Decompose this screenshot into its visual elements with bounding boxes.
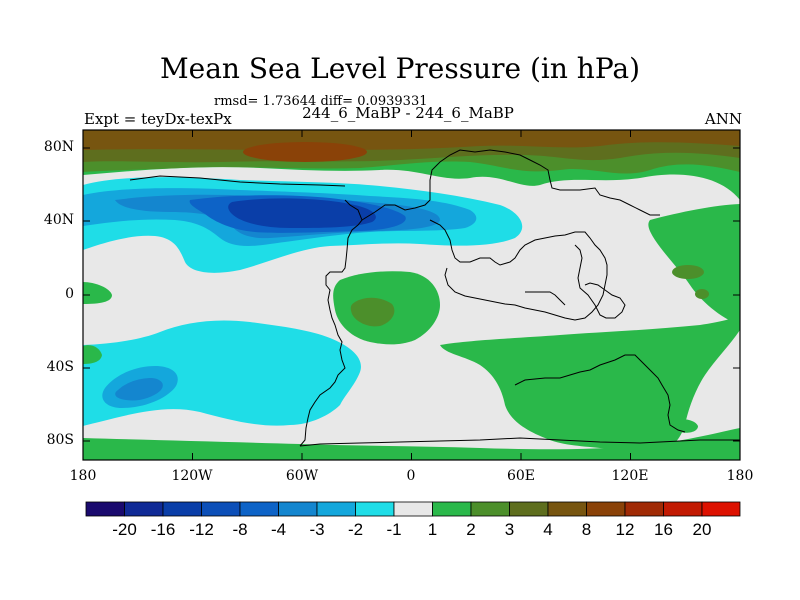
africa-pos-mid [350, 297, 395, 327]
colorbar-label: -2 [347, 520, 364, 539]
colorbar-label: 20 [692, 520, 712, 539]
y-tick-label: 80S [46, 432, 74, 448]
e-pos-mid-2 [695, 289, 709, 299]
outline-southeast [514, 354, 686, 433]
colorbar-swatch-0 [85, 501, 125, 517]
colorbar-swatch-2 [162, 501, 202, 517]
se-pos-light [517, 368, 581, 398]
colorbar-label: -16 [150, 520, 176, 539]
colorbar-swatch-4 [239, 501, 279, 517]
colorbar-label: -8 [232, 520, 248, 539]
east-pos-light [440, 316, 740, 454]
colorbar-swatch-13 [586, 501, 626, 517]
colorbar-swatch-3 [201, 501, 241, 517]
outline-western-continent [299, 199, 363, 447]
outline-east-coast [525, 291, 566, 306]
x-tick-label: 60W [285, 468, 319, 484]
y-tick-label: 40S [46, 359, 74, 375]
colorbar-label: -4 [270, 520, 287, 539]
outline-south-coast [299, 437, 740, 447]
colorbar-label: 3 [504, 520, 515, 539]
x-tick-label: 120E [611, 468, 649, 484]
colorbar-swatch-15 [663, 501, 703, 517]
case-label: 244_6_MaBP - 244_6_MaBP [302, 104, 514, 122]
colorbar-label: -12 [189, 520, 214, 539]
colorbar-swatch-5 [278, 501, 318, 517]
colorbar-swatch-1 [124, 501, 164, 517]
colorbar-swatch-10 [470, 501, 510, 517]
continent-outlines [129, 149, 740, 447]
outline-central-continent [429, 219, 608, 321]
south-pos-light [83, 428, 740, 460]
colorbar-swatch-6 [316, 501, 356, 517]
colorbar-label: 8 [581, 520, 592, 539]
colorbar-swatch-8 [393, 501, 433, 517]
colorbar-label: -20 [112, 520, 137, 539]
x-tick-label: 60E [506, 468, 536, 484]
y-tick-label: 0 [65, 286, 74, 302]
y-tick-label: 80N [43, 139, 74, 155]
tick-marks [83, 130, 740, 460]
colorbar-label: 2 [466, 520, 476, 539]
se-pos-tip [673, 419, 698, 433]
x-tick-label: 180 [69, 468, 97, 484]
arctic-pos-darker-cell [243, 142, 367, 162]
colorbar-label: 16 [654, 520, 673, 539]
colorbar-label: -1 [386, 520, 402, 539]
y-tick-label: 40N [43, 212, 74, 228]
stats-label: rmsd= 1.73644 diff= 0.0939331 [214, 94, 428, 109]
colorbar-swatch-12 [547, 501, 587, 517]
colorbar-label: 4 [543, 520, 553, 539]
colorbar [85, 501, 741, 517]
x-tick-label: 0 [406, 468, 416, 484]
outline-northwest [129, 175, 346, 187]
map-title: Mean Sea Level Pressure (in hPa) [159, 52, 641, 85]
colorbar-label: 12 [615, 520, 635, 539]
n-atlantic-neg-darker [228, 198, 376, 228]
outline-northern-continent [361, 149, 660, 221]
colorbar-swatch-14 [624, 501, 664, 517]
contour-field [83, 130, 740, 460]
colorbar-label: -3 [309, 520, 325, 539]
e-pos-mid-1 [672, 265, 704, 279]
s-pacific-neg-strong [115, 378, 163, 401]
experiment-label: Expt = teyDx-texPx [84, 110, 232, 128]
colorbar-swatch-9 [432, 501, 472, 517]
season-label: ANN [704, 110, 742, 128]
w-pos-light-1 [83, 282, 112, 304]
w-pos-light-2 [83, 345, 102, 364]
outline-inner-lake [574, 244, 626, 319]
colorbar-label: 1 [427, 520, 438, 539]
colorbar-swatch-16 [701, 501, 741, 517]
arctic-pos-dark [83, 130, 740, 150]
e-pos-light [648, 204, 740, 325]
colorbar-swatch-7 [355, 501, 395, 517]
x-tick-label: 120W [171, 468, 213, 484]
x-tick-label: 180 [726, 468, 754, 484]
colorbar-swatch-11 [509, 501, 549, 517]
